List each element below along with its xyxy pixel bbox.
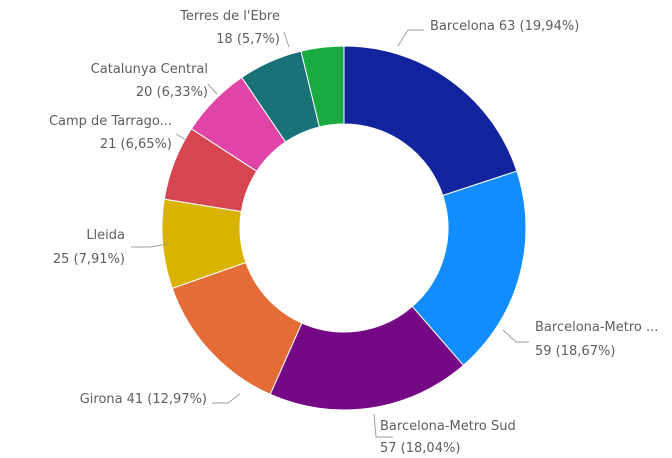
value-label: 63 (19,94%): [499, 19, 579, 34]
value-label: 18 (5,7%): [216, 32, 280, 47]
category-label: Catalunya Central: [91, 62, 208, 77]
leader-line: [502, 329, 529, 343]
data-label: Barcelona 63 (19,94%): [430, 19, 579, 34]
category-label: Camp de Tarrago...: [49, 114, 172, 129]
value-label: 57 (18,04%): [380, 441, 460, 456]
value-label: 41 (12,97%): [127, 392, 207, 407]
data-label: Barcelona-Metro Sud 57 (18,04%): [380, 419, 516, 456]
value-label: 25 (7,91%): [53, 252, 125, 267]
leader-line: [207, 83, 218, 95]
category-label: Terres de l'Ebre: [179, 9, 280, 24]
leader-line: [283, 31, 290, 48]
data-label: Girona 41 (12,97%): [80, 392, 207, 407]
leader-line: [373, 413, 393, 438]
category-label: Barcelona-Metro ...: [535, 320, 658, 335]
leader-line: [212, 393, 241, 404]
data-label: Camp de Tarrago... 21 (6,65%): [49, 114, 172, 152]
category-label: Girona: [80, 392, 123, 407]
slice: [269, 305, 465, 411]
data-label: Terres de l'Ebre 18 (5,7%): [179, 9, 280, 47]
leader-line: [397, 29, 424, 47]
data-label: Lleida 25 (7,91%): [53, 228, 125, 267]
category-label: Barcelona-Metro Sud: [380, 419, 516, 434]
slice: [300, 45, 345, 128]
data-label: Catalunya Central 20 (6,33%): [91, 62, 208, 100]
category-label: Barcelona: [430, 19, 495, 34]
data-label: Barcelona-Metro ... 59 (18,67%): [535, 320, 658, 359]
leader-line: [175, 133, 187, 141]
value-label: 21 (6,65%): [100, 137, 172, 152]
value-label: 59 (18,67%): [535, 344, 615, 359]
category-label: Lleida: [86, 228, 125, 243]
leader-line: [131, 243, 168, 248]
value-label: 20 (6,33%): [136, 85, 208, 100]
slice: [343, 45, 518, 197]
